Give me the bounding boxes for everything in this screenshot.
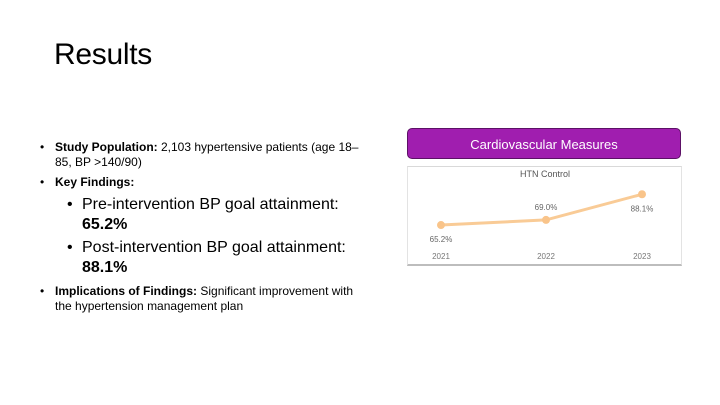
study-population-text: 2,103 hypertensive patients (age 18–85, … <box>55 140 359 169</box>
finding-pre-intervention: • Pre-intervention BP goal attainment: 6… <box>40 195 370 235</box>
study-population-label: Study Population: <box>55 140 158 154</box>
finding-value: 65.2% <box>82 216 128 233</box>
data-point <box>437 221 445 230</box>
finding-text: Pre-intervention BP goal attainment: <box>82 196 339 213</box>
key-findings-label: Key Findings: <box>55 175 135 189</box>
x-tick-label: 2021 <box>432 252 450 261</box>
data-point <box>542 215 550 224</box>
data-label: 88.1% <box>631 204 654 213</box>
implications-text: Significant improvement with the hyperte… <box>55 284 354 313</box>
chart-header-banner: Cardiovascular Measures <box>407 128 681 159</box>
x-tick-label: 2022 <box>537 252 555 261</box>
bullet-dot: • <box>40 175 45 189</box>
bullet-key-findings: • Key Findings: <box>40 175 370 190</box>
htn-control-chart: HTN Control 65.2% 2021 69.0% 2022 88.1% 2023 <box>430 169 654 261</box>
bullet-implications: • Implications of Findings: Significant … <box>40 284 370 314</box>
bullet-dot: • <box>67 196 73 213</box>
data-label: 65.2% <box>430 235 453 244</box>
key-findings-sublist: • Pre-intervention BP goal attainment: 6… <box>40 195 370 278</box>
bullet-list: • Study Population: 2,103 hypertensive p… <box>40 140 370 319</box>
bullet-dot: • <box>40 140 45 154</box>
implications-label: Implications of Findings: <box>55 284 197 298</box>
finding-post-intervention: • Post-intervention BP goal attainment: … <box>40 238 370 278</box>
chart-panel: HTN Control 65.2% 2021 69.0% 2022 88.1% 2023 <box>407 166 682 266</box>
bullet-study-population: • Study Population: 2,103 hypertensive p… <box>40 140 370 170</box>
finding-value: 88.1% <box>82 259 128 276</box>
data-label: 69.0% <box>535 203 558 212</box>
bullet-dot: • <box>40 284 45 298</box>
finding-text: Post-intervention BP goal attainment: <box>82 239 346 256</box>
data-point <box>638 190 646 199</box>
bullet-dot: • <box>67 239 73 256</box>
slide-title: Results <box>54 38 152 71</box>
chart-title: HTN Control <box>520 169 570 179</box>
x-tick-label: 2023 <box>633 252 651 261</box>
